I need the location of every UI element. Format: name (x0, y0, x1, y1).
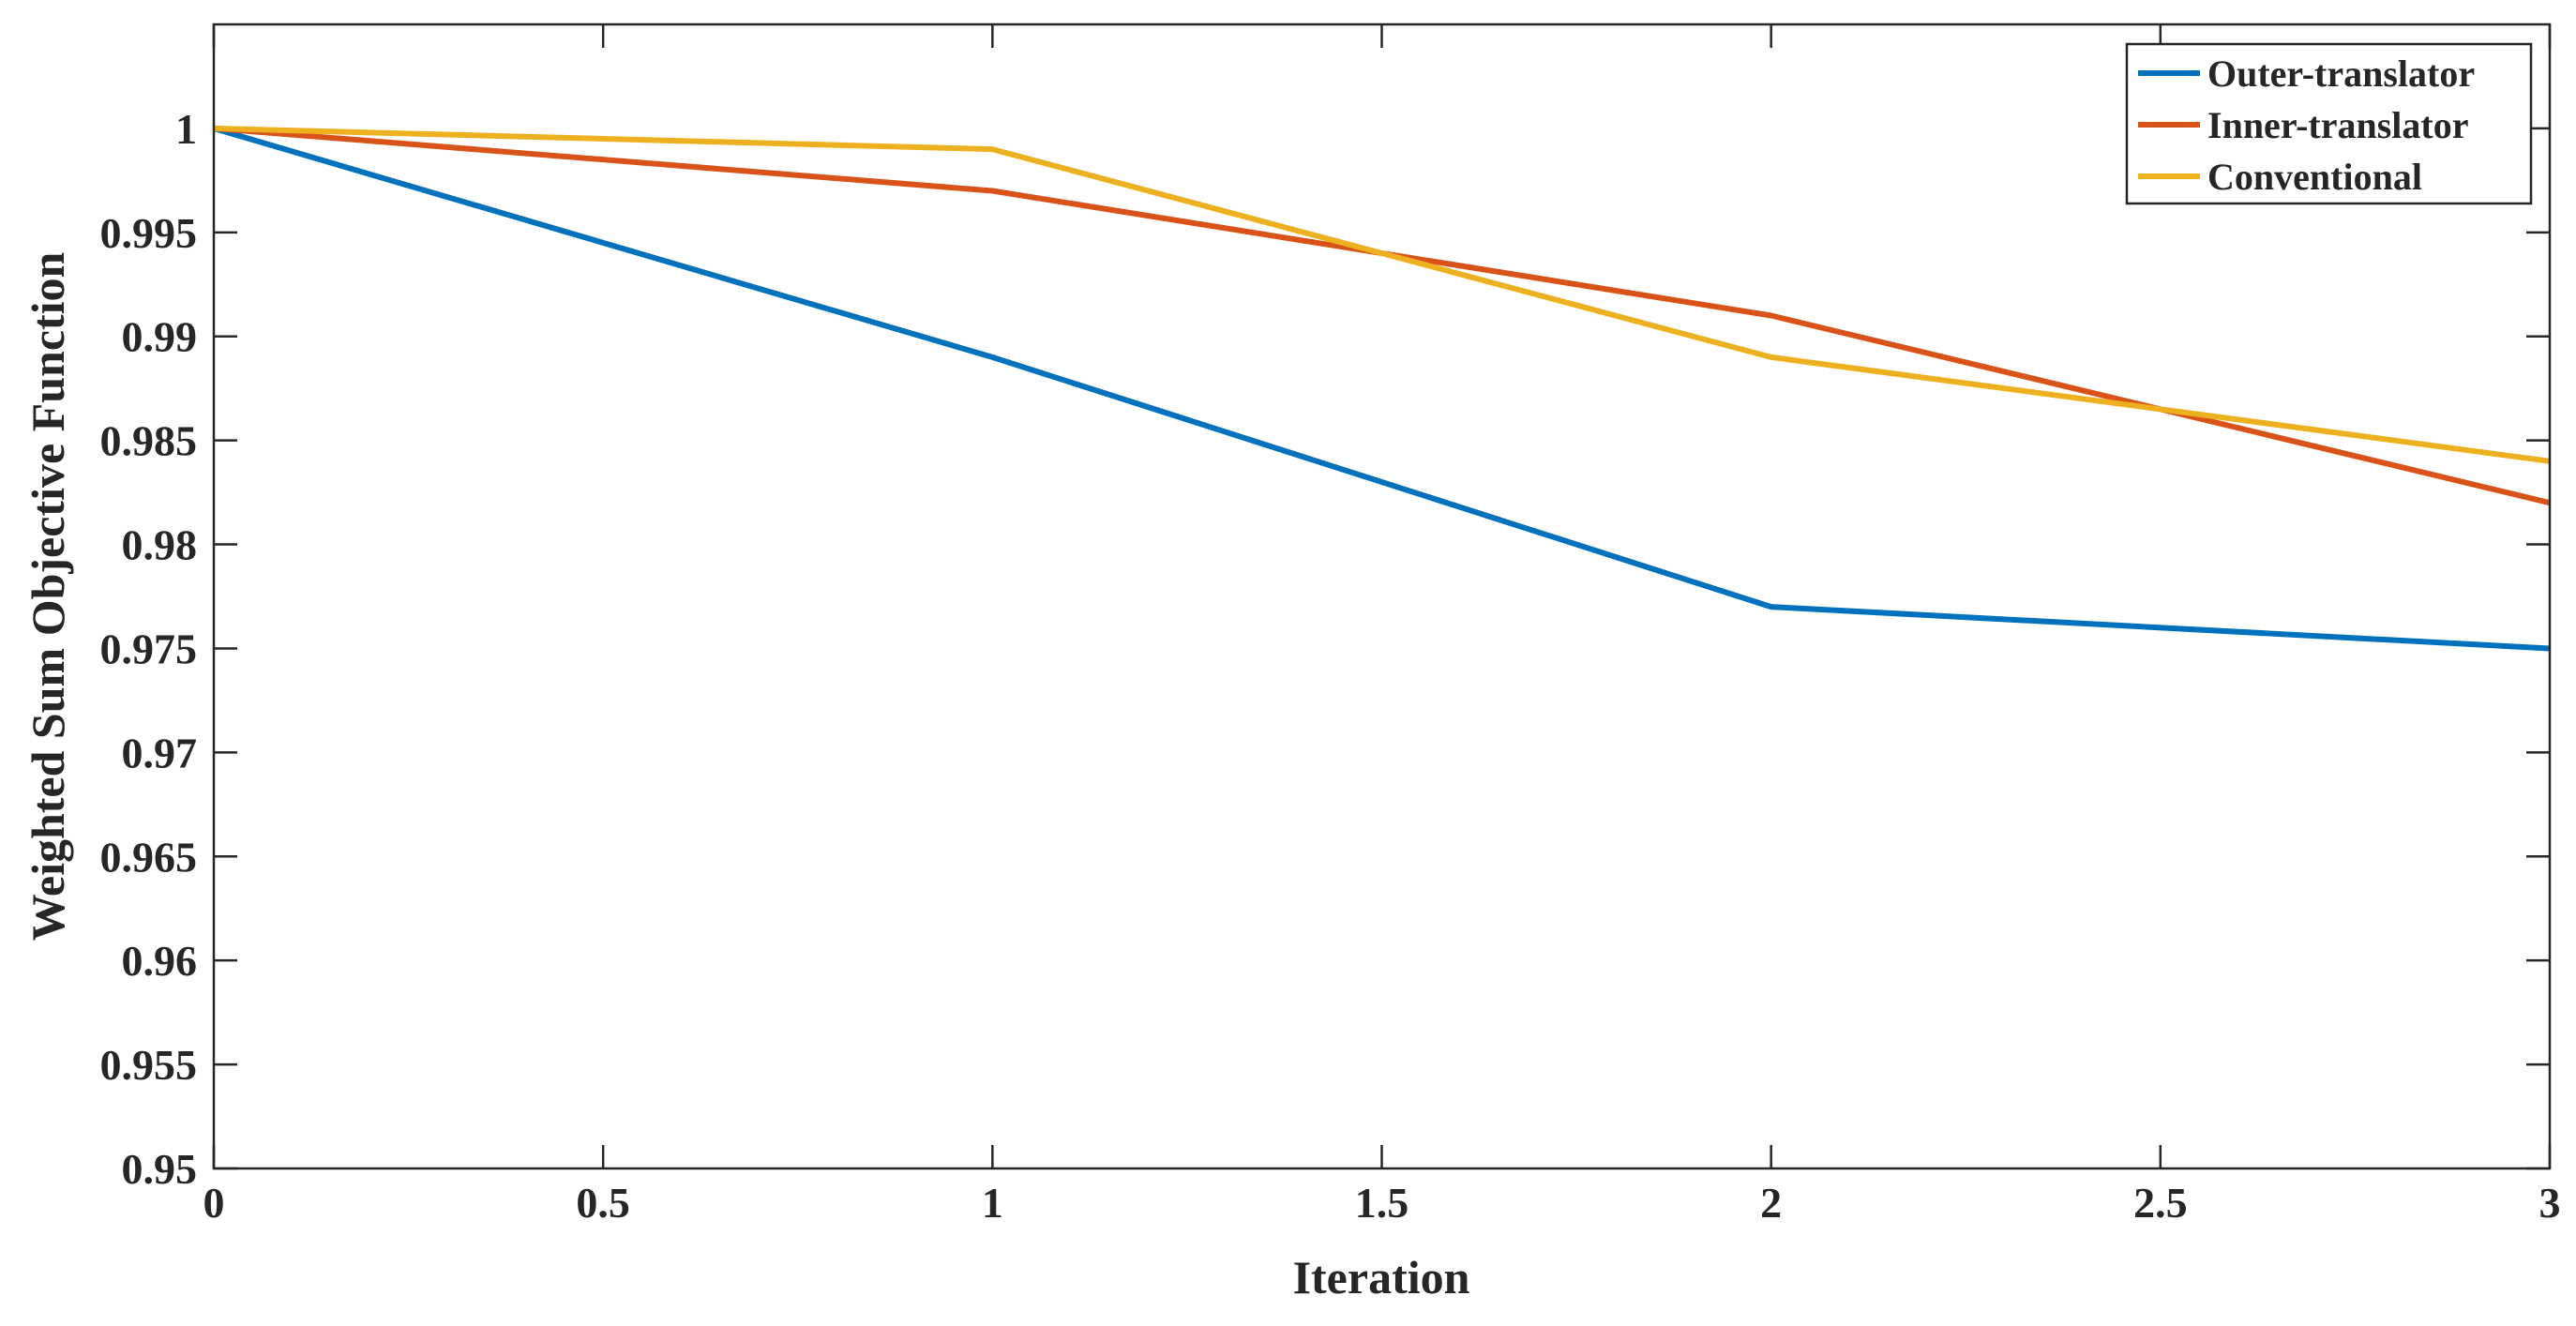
y-tick-label: 0.995 (100, 209, 198, 257)
x-axis-label: Iteration (1293, 1251, 1470, 1303)
x-tick-label: 0.5 (576, 1179, 630, 1227)
series-line-conventional (213, 125, 2551, 464)
legend-label: Outer-translator (2207, 53, 2475, 95)
y-tick-label: 0.985 (100, 417, 198, 465)
y-tick-label: 0.97 (122, 729, 198, 776)
legend-label: Inner-translator (2207, 104, 2468, 146)
x-tick-label: 1 (982, 1179, 1003, 1227)
x-tick-label: 3 (2539, 1179, 2561, 1227)
y-tick-label: 0.975 (100, 625, 198, 672)
plot-area-background (214, 24, 2550, 1168)
y-tick-label: 0.99 (122, 313, 198, 361)
x-tick-label: 1.5 (1355, 1179, 1409, 1227)
x-tick-label: 0 (203, 1179, 225, 1227)
y-tick-label: 1 (175, 105, 197, 153)
y-tick-label: 0.955 (100, 1041, 198, 1089)
y-tick-label: 0.965 (100, 833, 198, 881)
x-tick-label: 2.5 (2133, 1179, 2188, 1227)
y-tick-label: 0.96 (122, 937, 198, 985)
y-tick-label: 0.98 (122, 521, 198, 569)
legend: Outer-translator Inner-translator Conventi… (2125, 42, 2533, 205)
x-tick-label: 2 (1760, 1179, 1782, 1227)
y-axis-label: Weighted Sum Objective Function (22, 251, 74, 941)
series-line-outer-translator (213, 126, 2551, 652)
legend-label: Conventional (2207, 156, 2422, 198)
y-tick-label: 0.95 (122, 1145, 198, 1193)
plot-area-frame (212, 23, 2552, 1170)
